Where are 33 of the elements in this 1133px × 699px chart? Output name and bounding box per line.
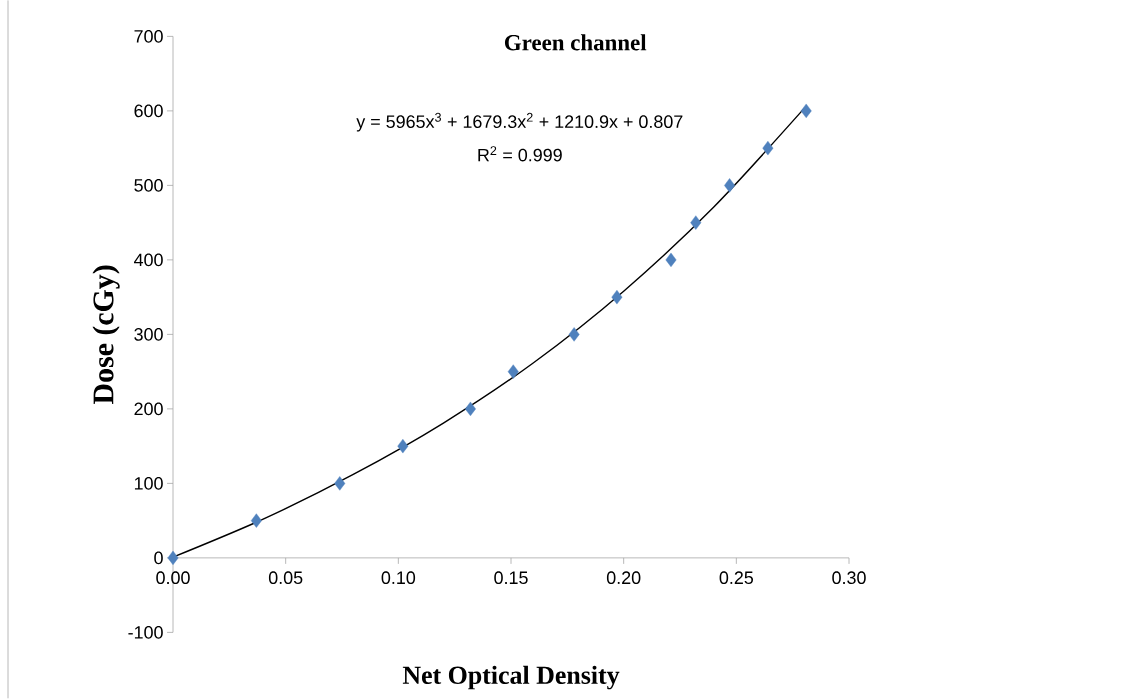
y-tick-label: 100: [134, 477, 163, 490]
annotation: y = 5965x$^{3}$ + 1679.3x$^{2}$ + 1210.9x + 0.807: [356, 112, 683, 132]
y-tick-label: 600: [134, 104, 163, 118]
point: [690, 215, 702, 230]
point: [397, 439, 409, 454]
point: [167, 550, 179, 566]
annotation: R$^{2}$ = 0.999: [478, 146, 562, 162]
x-tick-label: 0.30: [832, 571, 866, 585]
point: [568, 327, 580, 342]
y-tick-label: 200: [134, 402, 163, 416]
y-tick-label: 700: [134, 30, 163, 43]
point: [724, 178, 736, 193]
point: [800, 103, 812, 119]
x-tick-label: 0.15: [494, 571, 528, 585]
point: [611, 290, 623, 305]
y-tick-label: -100: [128, 626, 163, 639]
point: [762, 141, 774, 156]
x-tick-label: 0.10: [381, 571, 416, 585]
point: [665, 252, 677, 268]
y-tick-label: 300: [134, 328, 163, 341]
point: [507, 364, 519, 379]
point: [334, 476, 346, 491]
x-tick-label: 0.05: [268, 571, 303, 585]
x-tick-label: 0.25: [719, 571, 754, 585]
point: [250, 513, 262, 528]
y-tick-label: 400: [134, 253, 163, 267]
y-axis-title: Dose (cGy): [92, 265, 120, 405]
x-tick-label: 0.00: [156, 571, 190, 585]
y-tick-label: 500: [134, 179, 163, 192]
y-tick-label: 0: [154, 551, 163, 565]
x-axis-title: Net Optical Density: [402, 665, 620, 690]
chart-title: Green channel: [504, 34, 647, 51]
x-tick-label: 0.20: [606, 571, 641, 585]
